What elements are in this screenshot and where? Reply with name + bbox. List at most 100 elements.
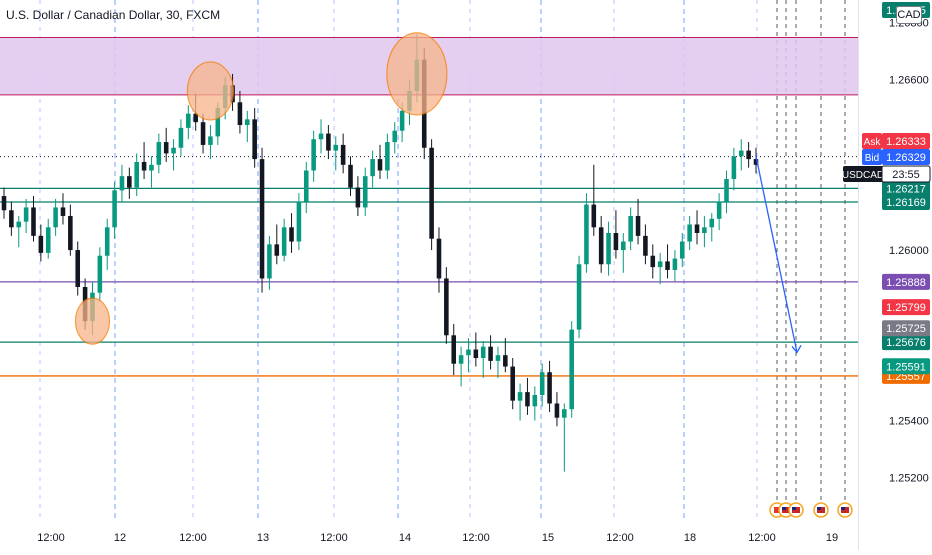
candle-body bbox=[23, 207, 29, 222]
y-tick-label: 1.26600 bbox=[889, 75, 929, 87]
x-tick-label: 18 bbox=[684, 532, 696, 544]
bid-label: Bid bbox=[865, 153, 879, 164]
level-price-badge-bg bbox=[882, 334, 930, 351]
candle-body bbox=[650, 255, 656, 268]
level-price-badge: 1.26169 bbox=[886, 197, 926, 209]
price-badge-bg bbox=[882, 358, 930, 375]
candle-body bbox=[753, 159, 759, 165]
level-price-badge-bg bbox=[882, 180, 930, 197]
candle-body bbox=[643, 235, 648, 256]
candle-body bbox=[731, 156, 737, 180]
axes-layer: 1.268001.266001.260001.254001.2520012:00… bbox=[37, 0, 931, 550]
candle-body bbox=[127, 176, 132, 188]
candle-body bbox=[517, 392, 523, 401]
candle-body bbox=[186, 113, 191, 128]
candle-body bbox=[215, 107, 221, 137]
x-tick-label: 12:00 bbox=[320, 532, 348, 544]
bid-price: 1.26329 bbox=[886, 152, 926, 164]
x-tick-label: 12:00 bbox=[748, 532, 776, 544]
candle-body bbox=[451, 335, 457, 364]
candle-body bbox=[576, 264, 582, 330]
price-badge-bg bbox=[882, 320, 930, 337]
candle-body bbox=[141, 161, 147, 171]
candle-body bbox=[326, 133, 331, 151]
projection-arrow bbox=[755, 156, 798, 353]
candle-body bbox=[171, 147, 176, 154]
candle-body bbox=[303, 170, 309, 202]
candle-body bbox=[296, 201, 302, 242]
x-tick-label: 19 bbox=[826, 532, 838, 544]
x-tick-label: 12:00 bbox=[462, 532, 490, 544]
x-tick-label: 12:00 bbox=[606, 532, 634, 544]
candle-body bbox=[237, 102, 243, 126]
candle-body bbox=[1, 196, 7, 211]
candle-body bbox=[348, 164, 353, 188]
us-flag-canton bbox=[792, 507, 796, 510]
candle-body bbox=[613, 233, 619, 251]
price-badge: 1.25799 bbox=[886, 302, 926, 314]
ask-label-bg bbox=[862, 133, 882, 149]
candle-body bbox=[488, 346, 493, 361]
candle-body bbox=[569, 329, 574, 410]
session-dividers bbox=[39, 0, 846, 520]
candle-body bbox=[267, 244, 272, 279]
candle-body bbox=[584, 204, 589, 265]
candle-body bbox=[665, 261, 670, 270]
symbol-label-bg bbox=[843, 166, 883, 182]
symbol-label: USDCAD bbox=[842, 170, 884, 181]
candle-body bbox=[38, 235, 44, 253]
level-price-badge: 1.26217 bbox=[886, 183, 926, 195]
candle-body bbox=[532, 394, 538, 407]
candle-body bbox=[178, 127, 184, 148]
level-lines-layer bbox=[0, 156, 858, 377]
swing-highlight-circle bbox=[74, 297, 111, 345]
candle-body bbox=[333, 144, 339, 151]
candle-body bbox=[112, 190, 117, 228]
candle-body bbox=[289, 227, 294, 242]
level-price-badge-bg bbox=[882, 273, 930, 290]
candle-body bbox=[606, 233, 611, 265]
candle-body bbox=[281, 227, 287, 256]
price-badge: 1.25725 bbox=[886, 323, 926, 335]
candle-body bbox=[694, 224, 700, 234]
candle-body bbox=[510, 366, 515, 401]
candle-body bbox=[60, 207, 66, 216]
level-price-badge-bg bbox=[882, 194, 930, 211]
currency-badge[interactable]: CAD bbox=[896, 6, 922, 24]
chart-title: U.S. Dollar / Canadian Dollar, 30, FXCM bbox=[6, 8, 221, 22]
candle-body bbox=[245, 119, 250, 126]
candle-body bbox=[702, 227, 707, 234]
candle-body bbox=[163, 142, 169, 154]
candle-body bbox=[598, 227, 604, 265]
candle-body bbox=[473, 349, 479, 359]
candle-body bbox=[9, 210, 14, 228]
ask-price-bg bbox=[882, 133, 930, 149]
candle-body bbox=[259, 159, 265, 279]
candle-body bbox=[687, 224, 692, 242]
candle-body bbox=[134, 161, 139, 188]
candle-body bbox=[45, 227, 51, 253]
candle-body bbox=[53, 207, 58, 228]
ca-flag-leaf bbox=[774, 507, 780, 513]
y-tick-label: 1.25200 bbox=[889, 472, 929, 484]
swing-highlight-circle bbox=[186, 61, 235, 121]
candle-body bbox=[436, 238, 442, 279]
candle-body bbox=[738, 150, 744, 157]
candle-body bbox=[724, 179, 729, 202]
x-tick-label: 12:00 bbox=[179, 532, 207, 544]
candle-body bbox=[621, 241, 626, 251]
candle-body bbox=[503, 355, 508, 367]
us-flag-canton bbox=[782, 507, 786, 510]
candle-body bbox=[444, 278, 449, 336]
candle-body bbox=[525, 392, 530, 407]
x-tick-label: 14 bbox=[399, 532, 411, 544]
candle-body bbox=[340, 144, 346, 165]
price-badge: 1.25591 bbox=[886, 361, 926, 373]
annotations-layer bbox=[74, 32, 853, 518]
candle-body bbox=[252, 119, 257, 160]
projection-arrowhead bbox=[791, 345, 802, 354]
candle-body bbox=[149, 164, 154, 171]
swing-highlight-circle bbox=[386, 32, 448, 116]
